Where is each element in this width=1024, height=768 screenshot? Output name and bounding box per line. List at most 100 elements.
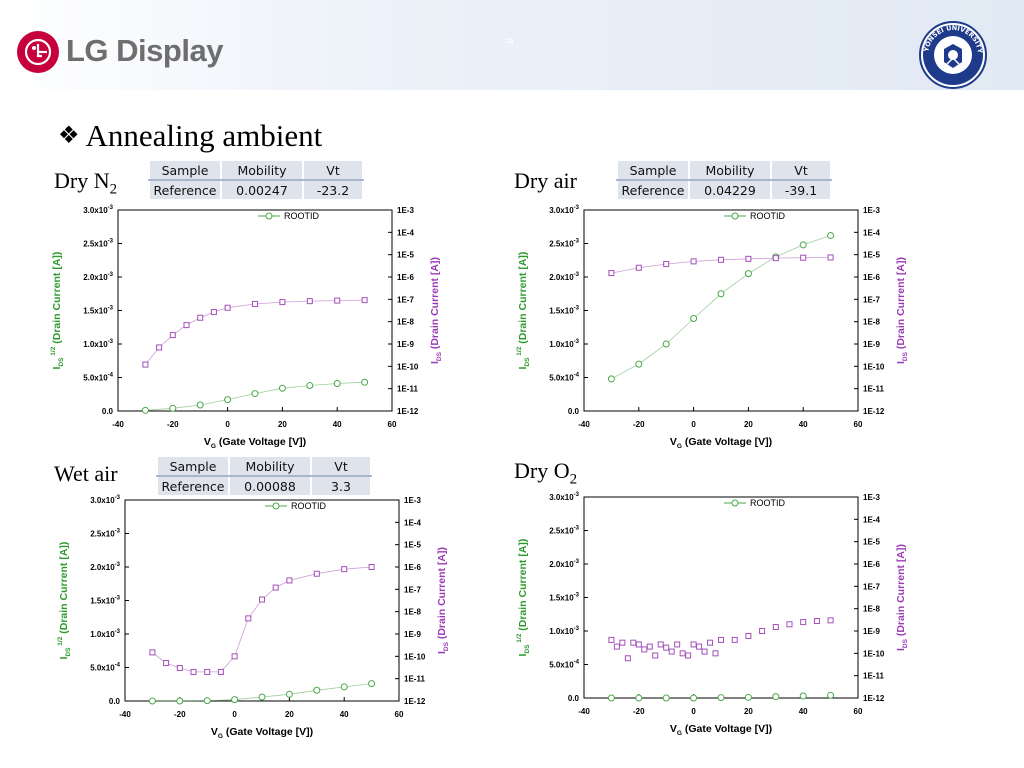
- y-right-tick-label: 1E-10: [397, 362, 419, 371]
- y-left-tick-label: 3.0x10-3: [549, 492, 579, 502]
- legend-marker: [272, 502, 280, 510]
- data-point-square: [252, 300, 258, 307]
- x-axis-label: VG (Gate Voltage [V]): [670, 723, 772, 737]
- y-right-tick-label: 1E-12: [397, 407, 419, 416]
- data-point-circle: [607, 375, 615, 383]
- y-right-tick-label: 1E-4: [863, 228, 880, 237]
- y-left-tick-label: 5.0x10-4: [90, 663, 120, 673]
- data-point-square: [156, 344, 163, 351]
- y-right-tick-label: 1E-5: [404, 541, 421, 550]
- x-tick-label: 0: [232, 710, 237, 719]
- data-point-square: [731, 636, 738, 643]
- data-point-square: [613, 643, 620, 650]
- data-point-square: [712, 650, 719, 657]
- table-cell: -23.2: [302, 180, 364, 201]
- table-cell: 0.04229: [688, 180, 772, 201]
- panel-label-dry-n2: Dry N2: [54, 168, 118, 198]
- y-left-tick-label: 2.0x10-3: [83, 272, 113, 282]
- x-tick-label: 40: [799, 420, 808, 429]
- legend-marker: [265, 212, 273, 220]
- series-sqrt-ids: [141, 378, 369, 414]
- y-right-tick-label: 1E-6: [863, 560, 880, 569]
- data-point-square: [149, 649, 156, 656]
- panel-label-dry-air: Dry air: [514, 168, 577, 193]
- data-point-square: [279, 299, 286, 306]
- y-left-tick-label: 3.0x10-3: [549, 205, 579, 215]
- x-tick-label: -20: [167, 420, 179, 429]
- y-left-tick-label: 2.5x10-3: [549, 526, 579, 536]
- y-right-tick-label: 1E-7: [397, 295, 414, 304]
- data-point-circle: [799, 241, 807, 249]
- series-log-ids: [142, 297, 368, 368]
- data-point-square: [624, 655, 631, 662]
- table-header-row: Sample Mobility Vt: [156, 457, 372, 477]
- y-right-tick-label: 1E-9: [397, 340, 414, 349]
- data-point-square: [169, 332, 176, 339]
- lg-display-logo-text: LG Display: [66, 33, 223, 68]
- y-right-tick-label: 1E-11: [397, 385, 418, 394]
- data-point-square: [217, 668, 224, 675]
- legend-marker: [731, 499, 739, 507]
- y-right-tick-label: 1E-9: [863, 627, 880, 636]
- y-left-tick-label: 1.5x10-3: [90, 596, 120, 606]
- x-tick-label: 60: [854, 707, 863, 716]
- data-point-circle: [744, 270, 752, 278]
- data-point-circle: [313, 686, 321, 694]
- x-tick-label: -20: [174, 710, 186, 719]
- data-point-square: [800, 619, 807, 626]
- info-table-wet-air: Sample Mobility Vt Reference 0.00088 3.3: [156, 457, 372, 497]
- plot-frame: [124, 499, 400, 702]
- series-sqrt-ids: [607, 231, 835, 383]
- data-point-circle: [340, 683, 348, 691]
- data-point-circle: [196, 401, 204, 409]
- data-point-square: [361, 297, 368, 304]
- plot-frame: [117, 209, 393, 412]
- y-right-tick-label: 1E-6: [404, 563, 421, 572]
- data-point-square: [231, 653, 238, 660]
- data-point-square: [800, 254, 807, 261]
- data-point-square: [619, 639, 626, 646]
- y-left-tick-label: 1.5x10-3: [83, 306, 113, 316]
- x-tick-label: 20: [285, 710, 294, 719]
- panel-label-dry-o2: Dry O2: [514, 458, 578, 488]
- y-left-tick-label: 2.0x10-3: [549, 559, 579, 569]
- y-left-tick-label: 1.0x10-3: [549, 626, 579, 636]
- data-point-circle: [141, 406, 149, 414]
- y-left-tick-label: 1.0x10-3: [549, 339, 579, 349]
- data-point-square: [679, 650, 686, 657]
- data-point-square: [657, 641, 664, 648]
- data-point-square: [641, 646, 648, 653]
- series-line: [152, 683, 372, 702]
- data-point-circle: [690, 315, 698, 323]
- slide-header: LG Display ㅋ YONSEI UNIVERSITY: [0, 0, 1024, 90]
- data-point-circle: [258, 693, 266, 701]
- y-left-tick-label: 0.0: [568, 407, 580, 416]
- y-right-tick-label: 1E-8: [404, 608, 421, 617]
- data-point-square: [827, 617, 834, 624]
- y-right-tick-label: 1E-12: [404, 697, 426, 706]
- table-row: Reference 0.00247 -23.2: [148, 180, 364, 201]
- y-left-axis-label: IDS 1/2 (Drain Current [A]): [516, 539, 531, 657]
- plot-frame: [583, 496, 859, 699]
- table-header-cell: Sample: [156, 457, 230, 477]
- y-left-tick-label: 1.5x10-3: [549, 593, 579, 603]
- y-right-tick-label: 1E-8: [397, 318, 414, 327]
- data-point-square: [224, 304, 231, 311]
- y-right-tick-label: 1E-12: [863, 407, 885, 416]
- data-point-circle: [717, 694, 725, 702]
- y-left-tick-label: 1.5x10-3: [549, 306, 579, 316]
- y-right-tick-label: 1E-7: [404, 585, 421, 594]
- y-left-tick-label: 2.0x10-3: [549, 272, 579, 282]
- y-right-tick-label: 1E-6: [863, 273, 880, 282]
- data-point-circle: [368, 680, 376, 688]
- x-tick-label: 0: [691, 707, 696, 716]
- data-point-square: [635, 641, 642, 648]
- table-header-cell: Vt: [310, 457, 372, 477]
- data-point-square: [718, 636, 724, 643]
- y-right-axis-label: IDS (Drain Current [A]): [429, 257, 443, 364]
- legend-label: ROOTID: [284, 211, 319, 221]
- data-point-circle: [635, 360, 643, 368]
- y-right-tick-label: 1E-3: [863, 206, 880, 215]
- x-tick-label: 40: [333, 420, 342, 429]
